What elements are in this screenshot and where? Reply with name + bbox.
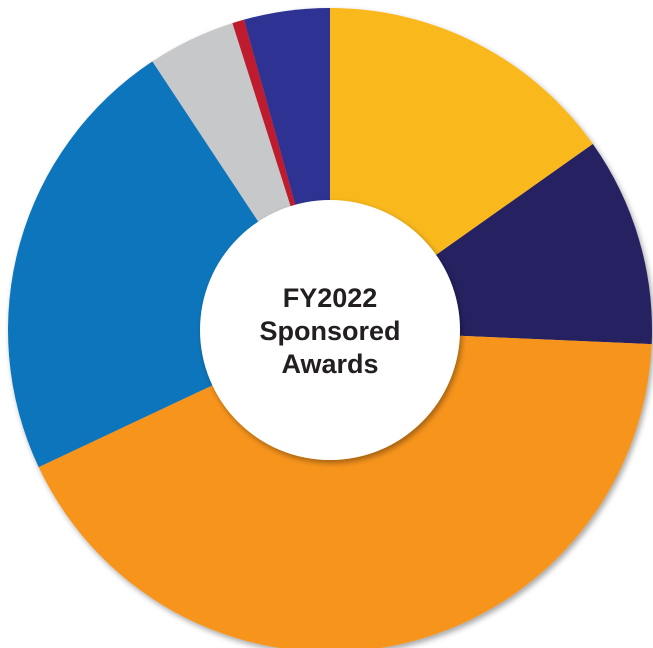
center-title: Sponsored [259,316,400,346]
donut-hole [200,200,460,460]
center-title: Awards [281,349,378,379]
donut-slice [38,330,652,648]
center-title: FY2022 [283,283,378,313]
